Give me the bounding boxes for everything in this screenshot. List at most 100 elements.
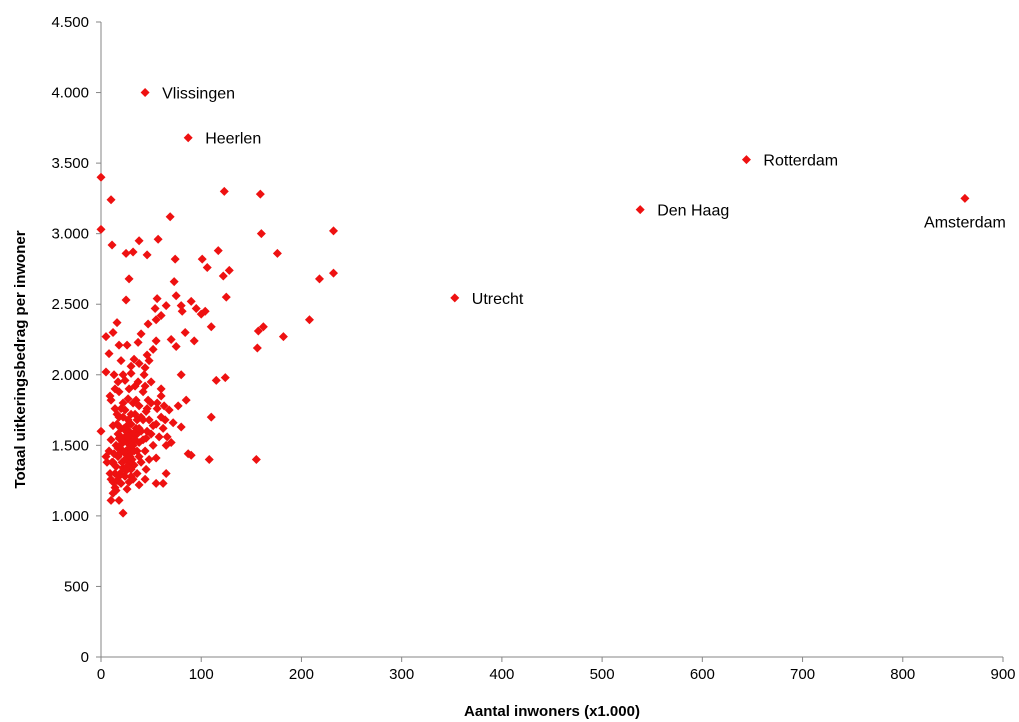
data-point [176,422,186,432]
data-point [165,212,175,222]
data-point [148,440,158,450]
data-point [111,485,121,495]
data-point [134,236,144,246]
data-point [140,381,150,391]
data-point [132,415,142,425]
data-point [128,474,138,484]
data-point [112,318,122,328]
data-point [278,332,288,342]
data-point [108,477,118,487]
data-point [138,415,148,425]
x-tick-label: 100 [189,666,214,683]
data-point [162,432,172,442]
data-point [146,398,156,408]
data-point [156,311,166,321]
data-point [107,457,117,467]
data-point [272,248,282,258]
data-point [171,291,181,301]
data-point [124,274,134,284]
data-point [130,435,140,445]
y-tick-label: 1.000 [51,508,89,525]
data-point [109,449,119,459]
point-label: Heerlen [205,131,261,148]
data-point [181,395,191,405]
data-point [96,426,106,436]
point-label: Utrecht [472,291,524,308]
data-point [211,375,221,385]
x-axis-title: Aantal inwoners (x1.000) [464,703,640,720]
data-point [129,354,139,364]
data-point [176,370,186,380]
data-point [124,384,134,394]
data-point [150,303,160,313]
data-point [160,415,170,425]
data-point [105,469,115,479]
data-point [166,335,176,344]
data-point [118,370,128,380]
data-point [134,480,144,490]
data-point [158,478,168,488]
data-point [144,356,154,366]
y-axis-title: Totaal uitkeringsbedrag per inwoner [12,230,29,488]
data-point [221,292,231,302]
data-point [151,315,161,325]
data-point [134,358,144,368]
data-point [329,268,339,278]
data-point [119,423,129,433]
x-tick-label: 200 [289,666,314,683]
data-point [148,344,158,354]
data-point [186,450,196,460]
data-point [251,454,261,464]
data-point [114,340,124,350]
data-point [144,454,154,464]
data-point [153,234,163,244]
data-point [136,329,146,339]
data-point [121,295,131,305]
x-tick-label: 600 [690,666,715,683]
data-point [256,229,266,239]
data-point [109,370,119,380]
data-point [144,415,154,425]
data-point [186,296,196,306]
y-tick-label: 0 [81,649,89,666]
data-point [170,254,180,264]
data-point [255,189,265,199]
data-point [219,186,229,196]
y-tick-label: 3.500 [51,155,89,172]
data-point [142,250,152,260]
point-labels: Vlissingen Heerlen Rotterdam Amsterdam Den H… [162,86,1006,308]
data-point [169,277,179,287]
data-point [120,471,130,481]
data-point [140,446,150,456]
data-point [121,248,131,258]
data-point [142,404,152,414]
data-point [213,246,223,256]
data-point [168,418,178,428]
data-point [161,301,171,311]
data-point [122,340,132,350]
data-point [106,435,116,445]
data-point [112,409,122,419]
point-label: Rotterdam [763,153,838,170]
data-point [202,263,212,273]
data-point [101,332,111,342]
data-point [253,326,263,336]
x-tick-label: 0 [97,666,105,683]
data-point-labeled [183,133,193,143]
data-point [136,457,146,467]
data-point-labeled [450,293,460,303]
x-tick-label: 400 [489,666,514,683]
data-point [154,432,164,442]
data-point [314,274,324,284]
data-point [114,471,124,481]
data-point [134,423,144,433]
data-point [180,327,190,337]
data-point [176,301,186,311]
data-point [113,377,123,387]
data-point [106,395,116,405]
data-point [110,384,120,394]
data-point [96,172,106,182]
data-point [123,394,133,404]
data-point [126,409,136,419]
